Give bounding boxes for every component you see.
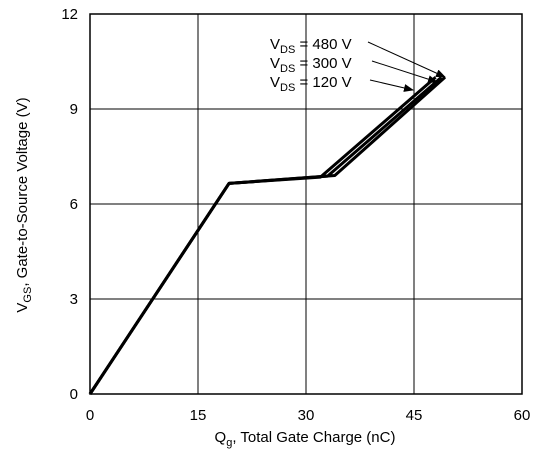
series-line-1 bbox=[88, 76, 443, 395]
series-line-0 bbox=[88, 76, 437, 395]
x-tick-label: 30 bbox=[298, 407, 315, 424]
x-tick-label: 15 bbox=[190, 407, 207, 424]
x-tick-label: 60 bbox=[514, 407, 531, 424]
series-line-2 bbox=[88, 76, 446, 395]
x-axis-title: Qg, Total Gate Charge (nC) bbox=[215, 429, 396, 449]
plot-frame bbox=[89, 13, 523, 395]
x-tick-label: 0 bbox=[86, 407, 94, 424]
y-tick-label: 3 bbox=[70, 291, 78, 308]
y-tick-label: 0 bbox=[70, 386, 78, 403]
y-axis-title: VGS, Gate-to-Source Voltage (V) bbox=[14, 97, 34, 312]
annotations: VDS = 480 V VDS = 300 V VDS = 120 V bbox=[270, 36, 446, 94]
annotation-480v: VDS = 480 V bbox=[270, 36, 352, 56]
annotation-120v: VDS = 120 V bbox=[270, 74, 352, 94]
grid bbox=[90, 14, 522, 394]
annotation-300v: VDS = 300 V bbox=[270, 55, 352, 75]
y-tick-label: 12 bbox=[61, 6, 78, 23]
arrow-480v bbox=[367, 41, 446, 78]
x-tick-label: 45 bbox=[406, 407, 423, 424]
tick-labels: 0 15 30 45 60 0 3 6 9 12 bbox=[61, 6, 530, 424]
arrow-300v bbox=[371, 60, 438, 84]
arrow-120v bbox=[369, 79, 414, 92]
y-tick-label: 9 bbox=[70, 101, 78, 118]
series-layer bbox=[88, 76, 446, 395]
y-tick-label: 6 bbox=[70, 196, 78, 213]
